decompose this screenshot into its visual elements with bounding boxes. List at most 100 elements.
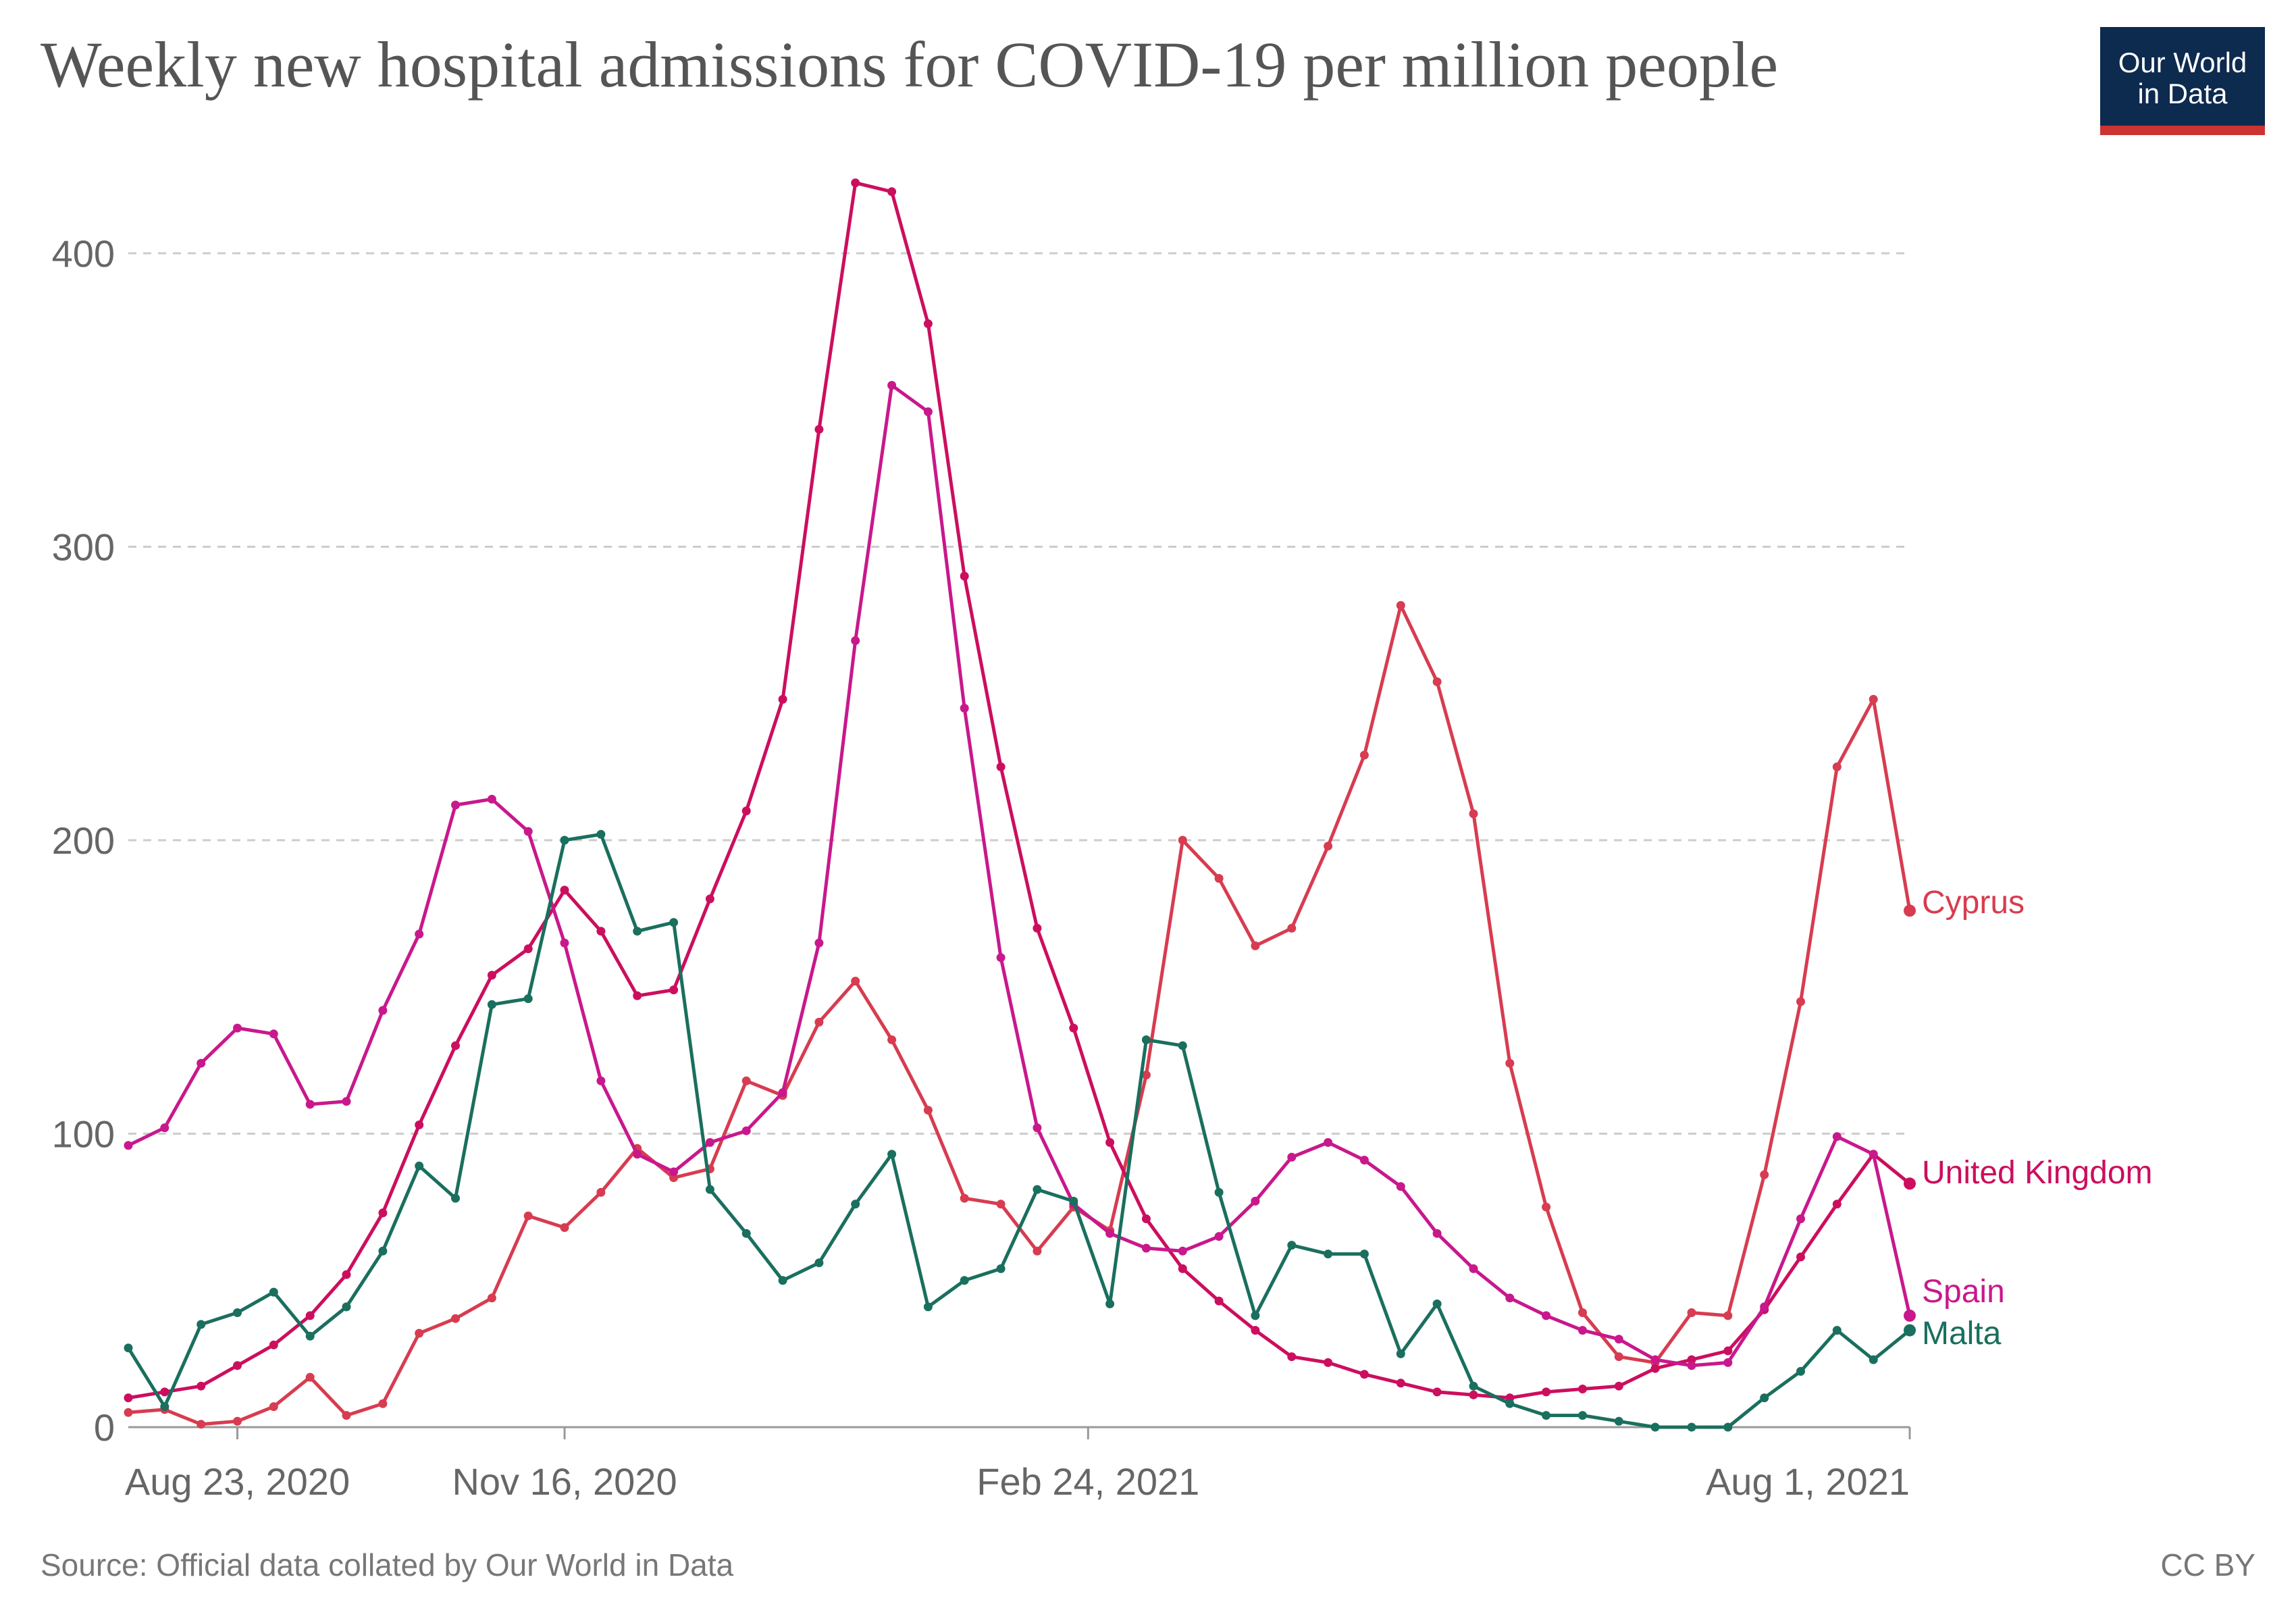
our-world-in-data-logo[interactable]: Our World in Data bbox=[2100, 27, 2265, 135]
data-point-malta-27[interactable] bbox=[1105, 1300, 1115, 1308]
data-point-spain-27[interactable] bbox=[1105, 1229, 1115, 1238]
data-point-united-kingdom-34[interactable] bbox=[1359, 1370, 1369, 1379]
data-point-spain-41[interactable] bbox=[1614, 1335, 1623, 1344]
data-point-cyprus-31[interactable] bbox=[1251, 941, 1260, 950]
data-point-united-kingdom-6[interactable] bbox=[342, 1270, 351, 1279]
data-point-united-kingdom-1[interactable] bbox=[160, 1387, 169, 1397]
data-point-malta-18[interactable] bbox=[778, 1276, 787, 1285]
data-point-spain-23[interactable] bbox=[960, 704, 969, 713]
data-point-malta-49[interactable] bbox=[1904, 1324, 1916, 1337]
data-point-united-kingdom-3[interactable] bbox=[233, 1361, 242, 1370]
data-point-malta-10[interactable] bbox=[487, 1000, 496, 1009]
data-point-malta-14[interactable] bbox=[633, 927, 642, 936]
data-point-cyprus-39[interactable] bbox=[1542, 1202, 1551, 1212]
data-point-spain-19[interactable] bbox=[814, 938, 824, 948]
data-point-malta-36[interactable] bbox=[1432, 1300, 1442, 1308]
data-point-united-kingdom-15[interactable] bbox=[669, 985, 679, 995]
data-point-united-kingdom-22[interactable] bbox=[923, 319, 933, 328]
data-point-malta-38[interactable] bbox=[1505, 1399, 1515, 1408]
data-point-spain-2[interactable] bbox=[197, 1058, 206, 1068]
data-point-united-kingdom-46[interactable] bbox=[1796, 1252, 1805, 1262]
data-point-united-kingdom-2[interactable] bbox=[197, 1381, 206, 1391]
data-point-cyprus-28[interactable] bbox=[1141, 1071, 1151, 1080]
data-point-spain-22[interactable] bbox=[923, 407, 933, 417]
series-label-spain[interactable]: Spain bbox=[1922, 1274, 2005, 1310]
data-point-united-kingdom-31[interactable] bbox=[1251, 1326, 1260, 1335]
data-point-united-kingdom-0[interactable] bbox=[124, 1393, 133, 1403]
data-point-spain-38[interactable] bbox=[1505, 1293, 1515, 1303]
data-point-cyprus-32[interactable] bbox=[1287, 923, 1297, 933]
data-point-united-kingdom-35[interactable] bbox=[1396, 1379, 1405, 1388]
data-point-malta-16[interactable] bbox=[705, 1185, 714, 1194]
data-point-cyprus-45[interactable] bbox=[1760, 1170, 1769, 1179]
data-point-malta-33[interactable] bbox=[1324, 1250, 1333, 1259]
data-point-spain-1[interactable] bbox=[160, 1123, 169, 1133]
data-point-united-kingdom-47[interactable] bbox=[1832, 1200, 1842, 1209]
data-point-spain-48[interactable] bbox=[1869, 1150, 1878, 1159]
source-note[interactable]: Source: Official data collated by Our Wo… bbox=[41, 1547, 734, 1583]
data-point-malta-29[interactable] bbox=[1178, 1041, 1187, 1050]
data-point-spain-5[interactable] bbox=[305, 1100, 315, 1109]
data-point-united-kingdom-5[interactable] bbox=[305, 1311, 315, 1320]
data-point-cyprus-11[interactable] bbox=[523, 1211, 533, 1220]
data-point-cyprus-21[interactable] bbox=[887, 1035, 897, 1044]
series-label-united-kingdom[interactable]: United Kingdom bbox=[1922, 1155, 2153, 1191]
data-point-cyprus-37[interactable] bbox=[1469, 809, 1478, 819]
data-point-spain-43[interactable] bbox=[1687, 1361, 1696, 1370]
data-point-spain-18[interactable] bbox=[778, 1088, 787, 1098]
data-point-united-kingdom-14[interactable] bbox=[633, 991, 642, 1000]
data-point-united-kingdom-7[interactable] bbox=[378, 1208, 388, 1218]
data-point-spain-25[interactable] bbox=[1033, 1123, 1042, 1133]
data-point-spain-33[interactable] bbox=[1324, 1138, 1333, 1147]
data-point-malta-28[interactable] bbox=[1141, 1035, 1151, 1044]
data-point-malta-45[interactable] bbox=[1760, 1393, 1769, 1403]
data-point-malta-41[interactable] bbox=[1614, 1416, 1623, 1426]
data-point-spain-39[interactable] bbox=[1542, 1311, 1551, 1320]
data-point-spain-34[interactable] bbox=[1359, 1156, 1369, 1165]
data-point-spain-44[interactable] bbox=[1723, 1358, 1733, 1367]
data-point-spain-7[interactable] bbox=[378, 1006, 388, 1015]
data-point-cyprus-48[interactable] bbox=[1869, 694, 1878, 704]
series-line-spain[interactable] bbox=[127, 384, 1912, 1368]
data-point-malta-2[interactable] bbox=[197, 1320, 206, 1329]
data-point-cyprus-25[interactable] bbox=[1033, 1246, 1042, 1256]
data-point-cyprus-20[interactable] bbox=[851, 977, 860, 986]
data-point-malta-31[interactable] bbox=[1251, 1311, 1260, 1320]
data-point-spain-45[interactable] bbox=[1760, 1302, 1769, 1312]
data-point-cyprus-23[interactable] bbox=[960, 1193, 969, 1203]
data-point-united-kingdom-12[interactable] bbox=[560, 885, 569, 895]
data-point-united-kingdom-25[interactable] bbox=[1033, 923, 1042, 933]
data-point-cyprus-12[interactable] bbox=[560, 1223, 569, 1232]
data-point-spain-46[interactable] bbox=[1796, 1214, 1805, 1223]
data-point-united-kingdom-49[interactable] bbox=[1904, 1177, 1916, 1190]
data-point-malta-42[interactable] bbox=[1650, 1422, 1660, 1432]
data-point-spain-36[interactable] bbox=[1432, 1229, 1442, 1238]
data-point-cyprus-29[interactable] bbox=[1178, 835, 1187, 845]
data-point-united-kingdom-8[interactable] bbox=[415, 1121, 424, 1129]
data-point-cyprus-4[interactable] bbox=[269, 1402, 278, 1412]
data-point-cyprus-13[interactable] bbox=[596, 1187, 606, 1197]
data-point-cyprus-33[interactable] bbox=[1324, 842, 1333, 851]
data-point-united-kingdom-4[interactable] bbox=[269, 1340, 278, 1349]
data-point-malta-15[interactable] bbox=[669, 918, 679, 927]
series-line-united-kingdom[interactable] bbox=[128, 181, 1911, 1400]
data-point-united-kingdom-16[interactable] bbox=[705, 894, 714, 904]
data-point-malta-32[interactable] bbox=[1287, 1241, 1297, 1250]
data-point-malta-11[interactable] bbox=[523, 994, 533, 1004]
data-point-malta-1[interactable] bbox=[160, 1402, 169, 1412]
data-point-malta-47[interactable] bbox=[1832, 1326, 1842, 1335]
data-point-cyprus-9[interactable] bbox=[451, 1314, 460, 1323]
data-point-cyprus-34[interactable] bbox=[1359, 750, 1369, 760]
data-point-malta-7[interactable] bbox=[378, 1246, 388, 1256]
data-point-cyprus-22[interactable] bbox=[923, 1106, 933, 1115]
data-point-malta-17[interactable] bbox=[741, 1229, 751, 1238]
data-point-malta-12[interactable] bbox=[560, 835, 569, 845]
data-point-spain-35[interactable] bbox=[1396, 1182, 1405, 1191]
data-point-malta-22[interactable] bbox=[923, 1302, 933, 1312]
data-point-spain-40[interactable] bbox=[1578, 1326, 1587, 1335]
data-point-malta-5[interactable] bbox=[305, 1331, 315, 1341]
data-point-spain-3[interactable] bbox=[233, 1023, 242, 1033]
data-point-cyprus-19[interactable] bbox=[814, 1017, 824, 1027]
data-point-malta-26[interactable] bbox=[1069, 1196, 1078, 1206]
data-point-malta-21[interactable] bbox=[887, 1150, 897, 1159]
